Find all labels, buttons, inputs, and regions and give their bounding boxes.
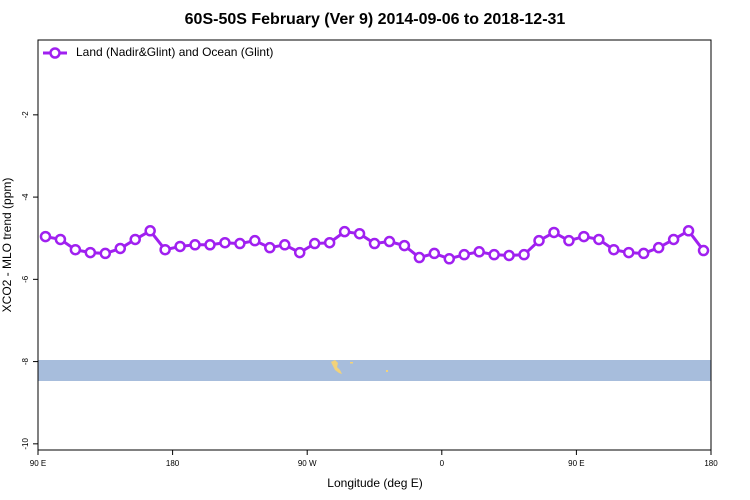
- data-point: [234, 237, 246, 250]
- data-point: [563, 234, 575, 247]
- x-tick-label: 90 W: [298, 459, 317, 468]
- land-patch: [331, 360, 342, 374]
- data-point: [308, 237, 321, 250]
- data-point: [637, 247, 650, 260]
- y-tick-label: -2: [21, 111, 30, 119]
- data-point: [608, 243, 620, 256]
- land-patch: [350, 362, 353, 364]
- data-point: [652, 241, 665, 254]
- data-point: [667, 233, 680, 246]
- x-axis-label: Longitude (deg E): [327, 476, 422, 490]
- data-point: [383, 235, 396, 248]
- data-point: [593, 233, 605, 246]
- x-tick-label: 90 E: [568, 459, 584, 468]
- data-point: [413, 251, 426, 264]
- data-point: [129, 233, 141, 246]
- data-point: [533, 234, 545, 247]
- data-point: [697, 244, 710, 257]
- data-point: [54, 233, 67, 246]
- data-point: [353, 227, 366, 240]
- data-point: [518, 248, 530, 261]
- x-tick-label: 0: [440, 459, 445, 468]
- data-point: [39, 230, 52, 243]
- plot-frame: [37, 39, 712, 451]
- data-point: [682, 225, 695, 237]
- data-point: [84, 246, 97, 259]
- x-tick-label: 90 E: [30, 459, 46, 468]
- data-point: [159, 243, 171, 256]
- data-point: [398, 239, 411, 252]
- data-point: [279, 239, 291, 251]
- legend-marker: [49, 47, 61, 59]
- y-tick-label: -6: [21, 275, 30, 283]
- data-point: [443, 253, 456, 265]
- data-point: [249, 234, 261, 247]
- data-point: [503, 249, 515, 262]
- y-tick-label: -10: [21, 437, 30, 449]
- data-point: [99, 247, 112, 260]
- data-point: [488, 248, 500, 261]
- data-point: [264, 241, 276, 254]
- chart-title: 60S-50S February (Ver 9) 2014-09-06 to 2…: [185, 11, 566, 28]
- y-tick-label: -8: [21, 357, 30, 365]
- data-point: [174, 240, 186, 253]
- data-point: [473, 246, 485, 258]
- data-point: [189, 239, 201, 251]
- data-point: [548, 226, 560, 239]
- y-axis-label: XCO2 - MLO trend (ppm): [0, 178, 14, 313]
- y-tick-label: -4: [21, 193, 30, 201]
- data-point: [144, 225, 156, 237]
- data-point: [428, 247, 441, 260]
- legend-label: Land (Nadir&Glint) and Ocean (Glint): [76, 45, 273, 59]
- data-point: [578, 230, 590, 243]
- x-tick-label: 180: [166, 459, 180, 468]
- data-point: [293, 246, 306, 259]
- data-point: [204, 239, 216, 251]
- data-point: [338, 225, 351, 238]
- data-point: [622, 246, 635, 259]
- land-patch: [386, 370, 388, 372]
- data-point: [114, 242, 127, 255]
- data-point: [368, 237, 381, 250]
- x-tick-label: 180: [704, 459, 718, 468]
- data-point: [69, 243, 82, 256]
- map-stripe: [38, 360, 711, 381]
- data-point: [219, 236, 231, 249]
- data-point: [323, 236, 336, 249]
- data-point: [458, 248, 470, 261]
